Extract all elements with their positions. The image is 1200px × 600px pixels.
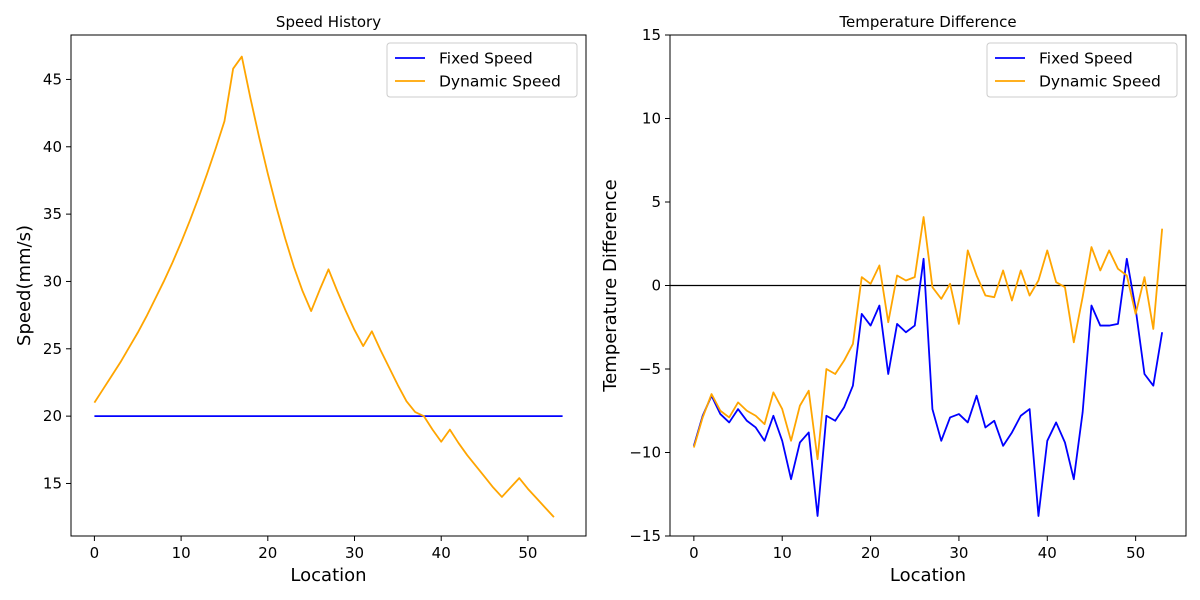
x-tick-label: 50 — [518, 544, 537, 562]
chart-title: Speed History — [276, 13, 381, 31]
legend: Fixed Speed Dynamic Speed — [386, 42, 578, 98]
y-axis-label: Speed(mm/s) — [14, 225, 35, 346]
y-tick-label: 30 — [43, 272, 62, 290]
plot-frame — [70, 34, 587, 537]
x-tick-label: 20 — [861, 544, 880, 562]
x-tick-label: 40 — [432, 544, 451, 562]
y-tick-label: 25 — [43, 340, 62, 358]
legend-entry: Dynamic Speed — [1039, 73, 1161, 91]
series-line-dynamic-speed — [692, 216, 1164, 461]
y-tick-label: −5 — [639, 360, 661, 378]
x-tick-label: 10 — [773, 544, 792, 562]
y-tick-label: 15 — [43, 474, 62, 492]
y-tick-label: 15 — [642, 26, 661, 44]
legend-box — [986, 42, 1178, 98]
y-tick-label: 5 — [651, 193, 661, 211]
legend-entry: Dynamic Speed — [439, 73, 561, 91]
x-tick-label: 50 — [1126, 544, 1145, 562]
y-tick-label: 20 — [43, 407, 62, 425]
x-tick-label: 0 — [90, 544, 100, 562]
y-tick-label: 35 — [43, 205, 62, 223]
x-tick-label: 0 — [689, 544, 699, 562]
legend-entry: Fixed Speed — [439, 50, 533, 68]
y-tick-label: −15 — [629, 527, 661, 545]
x-tick-label: 30 — [949, 544, 968, 562]
chart-title: Temperature Difference — [838, 13, 1016, 31]
y-axis-label: Temperature Difference — [600, 179, 621, 393]
x-axis-label: Location — [890, 565, 966, 586]
series-line-dynamic-speed — [93, 55, 555, 518]
y-tick-label: −10 — [629, 444, 661, 462]
legend-entry: Fixed Speed — [1039, 50, 1133, 68]
x-tick-label: 40 — [1038, 544, 1057, 562]
x-tick-label: 30 — [345, 544, 364, 562]
chart-1: Speed History 0 10 20 30 40 50 15 20 25 30 35 40 45 Lo… — [14, 13, 587, 586]
legend-box — [386, 42, 578, 98]
x-tick-label: 20 — [258, 544, 277, 562]
y-tick-label: 40 — [43, 138, 62, 156]
y-tick-label: 10 — [642, 110, 661, 128]
x-axis-label: Location — [290, 565, 366, 586]
y-tick-label: 45 — [43, 70, 62, 88]
legend: Fixed Speed Dynamic Speed — [986, 42, 1178, 98]
series-line-fixed-speed — [692, 257, 1164, 517]
x-tick-label: 10 — [172, 544, 191, 562]
y-tick-label: 0 — [651, 277, 661, 295]
